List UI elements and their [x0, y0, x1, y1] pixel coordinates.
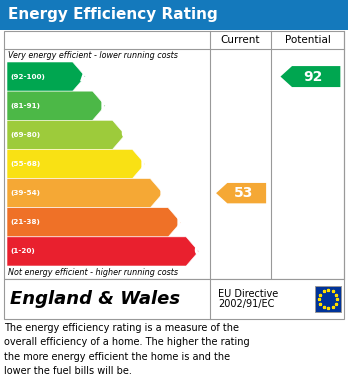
Text: (1-20): (1-20) [10, 248, 35, 255]
Text: D: D [139, 156, 152, 172]
Text: F: F [176, 215, 187, 230]
Bar [315, 286, 341, 312]
Text: (92-100): (92-100) [10, 74, 45, 80]
Text: 2002/91/EC: 2002/91/EC [218, 299, 274, 309]
Text: C: C [120, 127, 131, 142]
Text: Energy Efficiency Rating: Energy Efficiency Rating [8, 7, 218, 23]
Polygon shape [7, 237, 199, 266]
Polygon shape [280, 66, 340, 87]
Text: (81-91): (81-91) [10, 103, 40, 109]
Text: The energy efficiency rating is a measure of the
overall efficiency of a home. T: The energy efficiency rating is a measur… [4, 323, 250, 376]
Bar [4, 279, 344, 319]
Polygon shape [7, 179, 163, 208]
Text: E: E [158, 186, 168, 201]
Text: Very energy efficient - lower running costs: Very energy efficient - lower running co… [8, 51, 178, 60]
Text: (39-54): (39-54) [10, 190, 40, 196]
Text: 53: 53 [234, 186, 253, 200]
Text: (21-38): (21-38) [10, 219, 40, 225]
Text: England & Wales: England & Wales [10, 290, 180, 308]
Polygon shape [7, 120, 125, 149]
Text: B: B [100, 98, 111, 113]
Text: A: A [80, 69, 92, 84]
Text: EU Directive: EU Directive [218, 289, 278, 299]
Text: (69-80): (69-80) [10, 132, 40, 138]
Polygon shape [7, 149, 145, 179]
Text: Not energy efficient - higher running costs: Not energy efficient - higher running co… [8, 268, 178, 277]
Polygon shape [7, 62, 85, 91]
Text: G: G [193, 244, 205, 259]
Text: Potential: Potential [285, 35, 331, 45]
Text: (55-68): (55-68) [10, 161, 40, 167]
Polygon shape [7, 91, 105, 120]
Polygon shape [7, 208, 181, 237]
Bar [0, 0, 348, 30]
Text: 92: 92 [303, 70, 322, 84]
Bar [4, 31, 344, 279]
Polygon shape [216, 183, 266, 203]
Text: Current: Current [221, 35, 260, 45]
